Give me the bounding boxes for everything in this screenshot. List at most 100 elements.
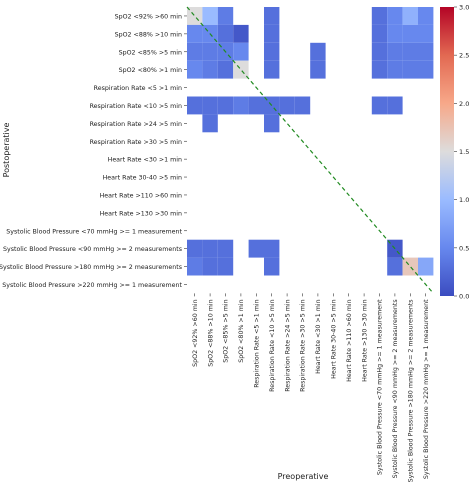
heatmap-cell bbox=[233, 24, 249, 43]
y-tick-label: Respiration Rate <10 >5 min bbox=[90, 103, 182, 110]
colorbar-tick-label: 0.5 bbox=[459, 244, 469, 252]
x-tick-label: Systolic Blood Pressure >220 mmHg >= 1 m… bbox=[423, 299, 430, 479]
y-tick-label: SpO2 <88% >10 min bbox=[115, 31, 182, 38]
heatmap-cell bbox=[202, 60, 218, 79]
heatmap-cell bbox=[187, 24, 203, 43]
heatmap-cell bbox=[387, 60, 403, 79]
heatmap-cell bbox=[418, 42, 434, 61]
y-tick-label: Respiration Rate <5 >1 min bbox=[94, 85, 182, 92]
y-tick-label: SpO2 <80% >1 min bbox=[119, 67, 182, 74]
y-tick-label: SpO2 <85% >5 min bbox=[119, 49, 182, 56]
heatmap-cell bbox=[402, 7, 418, 25]
heatmap-cell bbox=[387, 7, 403, 25]
y-tick-label: Heart Rate 30-40 >5 min bbox=[103, 175, 182, 182]
heatmap-cell bbox=[402, 60, 418, 79]
heatmap-cell bbox=[264, 60, 280, 79]
heatmap-cell bbox=[233, 42, 249, 61]
heatmap-cell bbox=[371, 24, 388, 43]
heatmap-cell bbox=[264, 257, 280, 276]
heatmap-cell bbox=[294, 96, 311, 115]
x-tick-label: Systolic Blood Pressure <70 mmHg >= 1 me… bbox=[377, 299, 384, 475]
heatmap-cells bbox=[187, 7, 434, 276]
heatmap-cell bbox=[248, 96, 264, 115]
heatmap-cell bbox=[387, 42, 403, 61]
heatmap-cell bbox=[387, 257, 403, 276]
heatmap-cell bbox=[233, 96, 249, 115]
y-tick-label: Respiration Rate >30 >5 min bbox=[90, 139, 182, 146]
y-tick-label: Respiration Rate >24 >5 min bbox=[90, 121, 182, 128]
heatmap-cell bbox=[233, 60, 249, 79]
heatmap-cell bbox=[387, 96, 403, 115]
heatmap-cell bbox=[202, 96, 218, 115]
heatmap-cell bbox=[371, 60, 388, 79]
heatmap-cell bbox=[187, 60, 203, 79]
x-tick-label: Heart Rate >130 >30 min bbox=[361, 299, 368, 381]
heatmap-cell bbox=[217, 7, 234, 25]
heatmap-cell bbox=[202, 7, 218, 25]
heatmap-cell bbox=[217, 60, 234, 79]
x-tick-label: Heart Rate >110 >60 min bbox=[346, 299, 353, 381]
heatmap-cell bbox=[187, 96, 203, 115]
heatmap-cell bbox=[202, 42, 218, 61]
heatmap-cell bbox=[217, 257, 234, 276]
colorbar-tick-label: 1.5 bbox=[459, 148, 469, 156]
heatmap-cell bbox=[310, 42, 326, 61]
x-tick-labels: SpO2 <92% >60 min SpO2 <88% >10 min SpO2 <… bbox=[192, 293, 430, 482]
heatmap-cell bbox=[187, 42, 203, 61]
heatmap-cell bbox=[418, 257, 434, 276]
heatmap-cell bbox=[217, 24, 234, 43]
y-tick-label: Heart Rate >130 >30 min bbox=[100, 210, 182, 217]
heatmap-cell bbox=[248, 239, 264, 258]
x-tick-label: SpO2 <85% >5 min bbox=[223, 299, 230, 362]
x-tick-label: SpO2 <88% >10 min bbox=[207, 299, 214, 366]
heatmap-cell bbox=[202, 257, 218, 276]
heatmap-cell bbox=[402, 42, 418, 61]
y-tick-label: Systolic Blood Pressure >220 mmHg >= 1 m… bbox=[2, 282, 182, 289]
heatmap-cell bbox=[371, 96, 388, 115]
x-tick-label: Respiration Rate >24 >5 min bbox=[284, 299, 291, 391]
y-tick-label: SpO2 <92% >60 min bbox=[115, 13, 182, 20]
colorbar bbox=[440, 7, 454, 296]
heatmap-cell bbox=[402, 24, 418, 43]
y-tick-label: Heart Rate <30 >1 min bbox=[108, 157, 182, 164]
heatmap-cell bbox=[217, 239, 234, 258]
y-tick-label: Heart Rate >110 >60 min bbox=[100, 192, 182, 199]
x-tick-label: Respiration Rate <5 >1 min bbox=[254, 299, 261, 387]
heatmap-cell bbox=[310, 60, 326, 79]
colorbar-ticks: 0.0 0.5 1.0 1.5 2.0 2.5 3.0 bbox=[454, 4, 469, 301]
x-tick-label: SpO2 <92% >60 min bbox=[192, 299, 199, 366]
colorbar-tick-label: 1.0 bbox=[459, 196, 469, 204]
colorbar-tick-label: 0.0 bbox=[459, 293, 469, 301]
heatmap-cell bbox=[387, 24, 403, 43]
y-tick-label: Systolic Blood Pressure <90 mmHg >= 2 me… bbox=[3, 246, 182, 253]
heatmap-cell bbox=[371, 7, 388, 25]
heatmap-cell bbox=[418, 7, 434, 25]
heatmap-cell bbox=[371, 42, 388, 61]
x-axis-label: Preoperative bbox=[278, 472, 329, 481]
x-tick-label: Heart Rate 30-40 >5 min bbox=[331, 299, 338, 378]
heatmap-cell bbox=[202, 239, 218, 258]
heatmap-cell bbox=[418, 60, 434, 79]
heatmap-cell bbox=[264, 239, 280, 258]
heatmap-cell bbox=[418, 24, 434, 43]
y-tick-label: Systolic Blood Pressure <70 mmHg >= 1 me… bbox=[6, 228, 182, 235]
y-axis-label: Postoperative bbox=[2, 123, 11, 178]
heatmap-cell bbox=[279, 96, 295, 115]
heatmap-cell bbox=[264, 114, 280, 133]
heatmap-cell bbox=[187, 257, 203, 276]
heatmap-cell bbox=[217, 96, 234, 115]
heatmap-cell bbox=[264, 24, 280, 43]
colorbar-tick-label: 2.0 bbox=[459, 100, 469, 108]
heatmap-cell bbox=[187, 239, 203, 258]
heatmap-cell bbox=[264, 42, 280, 61]
x-tick-label: Systolic Blood Pressure <90 mmHg >= 2 me… bbox=[392, 299, 399, 478]
y-tick-label: Systolic Blood Pressure >180 mmHg >= 2 m… bbox=[0, 264, 182, 271]
x-tick-label: Heart Rate <30 >1 min bbox=[315, 299, 322, 373]
x-tick-label: Respiration Rate >30 >5 min bbox=[300, 299, 307, 391]
heatmap-cell bbox=[202, 114, 218, 133]
y-tick-labels: SpO2 <92% >60 min SpO2 <88% >10 min SpO2 <… bbox=[0, 13, 187, 289]
colorbar-tick-label: 2.5 bbox=[459, 52, 469, 60]
x-tick-label: SpO2 <80% >1 min bbox=[238, 299, 245, 362]
heatmap-cell bbox=[264, 7, 280, 25]
